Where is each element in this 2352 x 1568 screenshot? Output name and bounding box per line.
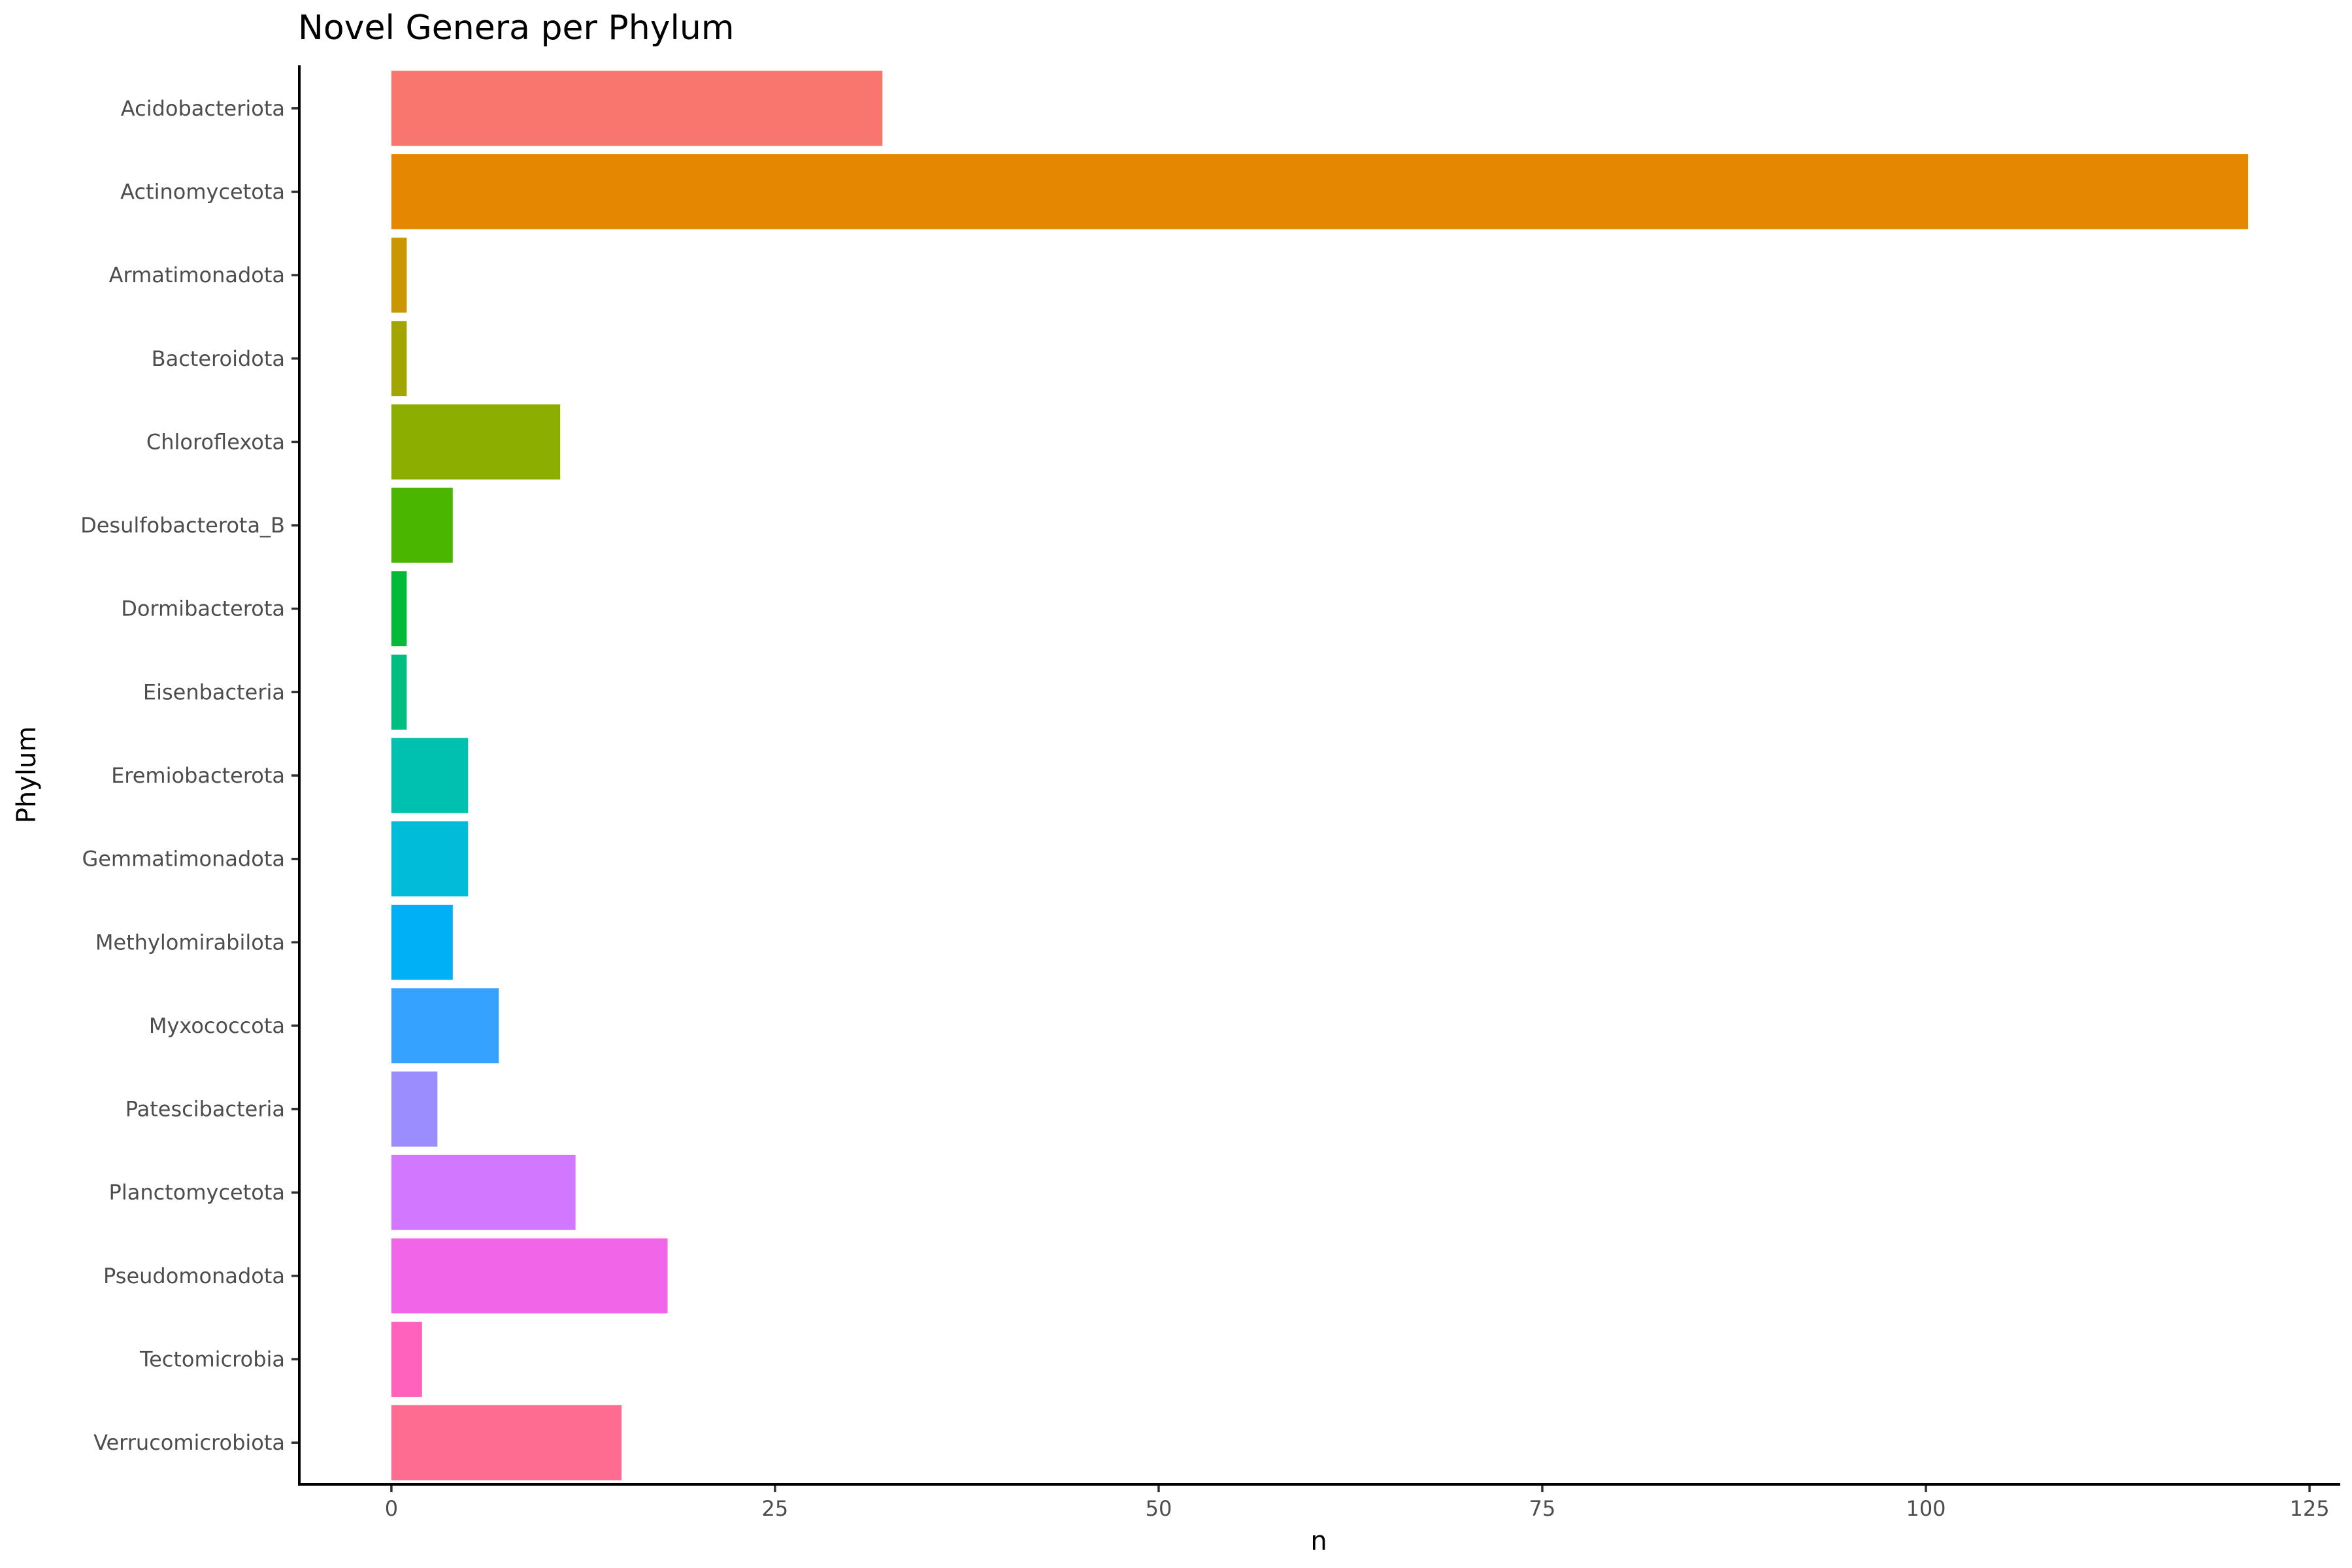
bar-dormibacterota xyxy=(391,571,407,647)
x-tick-label: 0 xyxy=(385,1496,398,1521)
y-tick-label: Chloroflexota xyxy=(146,429,285,454)
y-tick-label: Planctomycetota xyxy=(109,1180,285,1205)
bar-methylomirabilota xyxy=(391,904,453,980)
y-tick-label: Pseudomonadota xyxy=(103,1264,285,1288)
y-tick-label: Gemmatimonadota xyxy=(82,847,285,872)
bar-gemmatimonadota xyxy=(391,821,469,897)
x-tick-label: 100 xyxy=(1906,1496,1946,1521)
x-tick-label: 50 xyxy=(1146,1496,1172,1521)
bar-tectomicrobia xyxy=(391,1322,422,1397)
bar-patescibacteria xyxy=(391,1071,438,1147)
y-tick-label: Eisenbacteria xyxy=(143,679,285,704)
bar-actinomycetota xyxy=(391,154,2249,229)
x-tick-label: 75 xyxy=(1529,1496,1556,1521)
bar-planctomycetota xyxy=(391,1154,576,1230)
y-tick-label: Tectomicrobia xyxy=(139,1347,285,1372)
y-tick-label: Eremiobacterota xyxy=(111,763,285,788)
bar-verrucomicrobiota xyxy=(391,1405,622,1480)
y-tick-label: Dormibacterota xyxy=(121,596,285,621)
bar-acidobacteriota xyxy=(391,71,883,146)
y-tick-label: Myxococcota xyxy=(149,1013,285,1038)
bar-pseudomonadota xyxy=(391,1238,668,1314)
y-tick-label: Armatimonadota xyxy=(109,263,285,287)
bar-chloroflexota xyxy=(391,404,561,480)
y-tick-label: Desulfobacterota_B xyxy=(80,513,285,538)
bar-desulfobacterota-b xyxy=(391,487,453,563)
chart-title: Novel Genera per Phylum xyxy=(298,8,735,48)
x-axis-title: n xyxy=(1310,1526,1327,1556)
x-tick-label: 25 xyxy=(762,1496,789,1521)
bars-layer xyxy=(391,71,2249,1480)
bar-eisenbacteria xyxy=(391,654,407,730)
y-tick-label: Patescibacteria xyxy=(125,1097,285,1122)
y-tick-label: Actinomycetota xyxy=(120,179,285,204)
bar-eremiobacterota xyxy=(391,738,469,813)
bar-armatimonadota xyxy=(391,237,407,313)
bar-bacteroidota xyxy=(391,321,407,397)
y-tick-label: Methylomirabilota xyxy=(95,930,285,955)
y-tick-label: Bacteroidota xyxy=(152,346,285,371)
y-axis-title: Phylum xyxy=(12,727,42,824)
x-tick-label: 125 xyxy=(2289,1496,2329,1521)
bar-myxococcota xyxy=(391,988,499,1064)
y-axis-ticks: Acidobacteriota Actinomycetota Armatimonad… xyxy=(80,96,299,1455)
x-axis-ticks: 0 25 50 75 100 125 xyxy=(385,1484,2330,1521)
y-tick-label: Acidobacteriota xyxy=(121,96,285,121)
y-tick-label: Verrucomicrobiota xyxy=(93,1430,285,1455)
